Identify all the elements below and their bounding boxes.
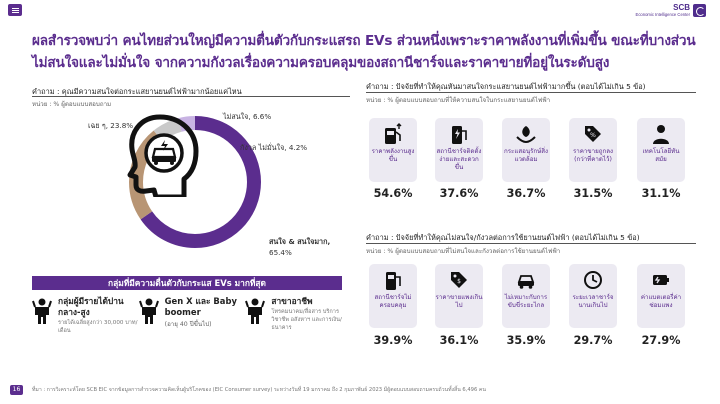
factor-card: ราคาพลังงานสูงขึ้น [369,118,417,182]
right-top-unit: หน่วย : % ผู้ตอบแบบสอบถามที่ให้ความสนใจใ… [366,97,551,104]
label-worried: กังวล ไม่มั่นใจ, 4.2% [240,143,308,152]
group-desc: โทรคมนาคม/สื่อสาร บริการวิชาชีพ อสังหาฯ … [271,309,342,331]
charging-station-icon [452,126,467,144]
concern-value: 39.9% [373,334,413,347]
car-road-icon [517,275,535,289]
right-bottom-question: คำถาม : ปัจจัยที่ทำให้คุณไม่สนใจ/กังวลต่… [366,233,640,242]
svg-text:%: % [590,132,596,139]
factor-card: กระแสอนุรักษ์สิ่งแวดล้อม [502,118,550,182]
factor-value: 31.1% [641,187,681,200]
battery-repair-icon [653,275,669,285]
concern-label: ค่าแบตเตอรี่ค่าซ่อมแพง [640,294,682,309]
left-unit: หน่วย : % ผู้ตอบแบบสอบถาม [32,101,112,108]
person-icon [32,298,52,324]
menu-button[interactable] [8,4,22,16]
head-ev-car-icon [127,114,199,197]
logo-subtitle: Economic Intelligence Center [635,12,690,17]
right-bottom-unit: หน่วย : % ผู้ตอบแบบสอบถามที่ไม่สนใจและกั… [366,248,561,255]
concern-label: สถานีชาร์จไม่ครอบคลุม [374,294,412,309]
scb-logo-mark-icon [693,4,706,17]
group-title: สาขาอาชีพ [271,296,313,306]
page-headline: ผลสำรวจพบว่า คนไทยส่วนใหญ่มีความตื่นตัวก… [32,33,696,71]
factor-card: เทคโนโลยีทันสมัย [637,118,685,182]
concern-value: 36.1% [439,334,479,347]
price-tag-down-icon: % [585,126,601,142]
right-bottom-divider [366,243,696,244]
left-divider [32,96,350,97]
factor-label: สถานีชาร์จติดตั้งง่ายและสะดวกขึ้น [436,148,482,171]
concern-value: 29.7% [573,334,613,347]
concern-label: ระยะเวลาชาร์จนานเกินไป [572,294,614,309]
interest-donut-chart [126,113,264,251]
concern-card: $ ราคาขายแพงเกินไป [435,264,483,328]
donut-slice-3 [129,116,261,248]
page-number: 16 [10,385,23,395]
factor-value: 36.7% [506,187,546,200]
right-top-divider [366,92,696,93]
label-interested: สนใจ & สนใจมาก, 65.4% [269,237,330,257]
label-not-interested: ไม่สนใจ, 6.6% [223,112,272,121]
group-desc: รายได้เฉลี่ยสูงกว่า 30,000 บาท/เดือน [58,320,138,334]
factor-value: 54.6% [373,187,413,200]
price-tag-high-icon: $ [451,272,467,288]
factor-label: กระแสอนุรักษ์สิ่งแวดล้อม [503,148,549,163]
label-interested-value: 65.4% [269,248,292,257]
factor-value: 31.5% [573,187,613,200]
concern-value: 27.9% [641,334,681,347]
concern-card: สถานีชาร์จไม่ครอบคลุม [369,264,417,328]
groups-list: กลุ่มผู้มีรายได้ปานกลาง-สูง รายได้เฉลี่ย… [32,296,352,335]
svg-text:$: $ [457,278,461,285]
label-interested-name: สนใจ & สนใจมาก, [269,237,331,246]
charge-clock-icon [584,271,602,289]
person-icon [245,298,266,324]
factor-card: สถานีชาร์จติดตั้งง่ายและสะดวกขึ้น [435,118,483,182]
concern-card: ค่าแบตเตอรี่ค่าซ่อมแพง [637,264,685,328]
hamburger-icon [11,9,19,11]
source-note: ที่มา : การวิเคราะห์โดย SCB EIC จากข้อมู… [32,387,486,393]
label-neutral: เฉย ๆ, 23.8% [88,121,134,130]
concern-label: ไม่เหมาะกับการขับขี่ระยะไกล [504,294,548,309]
group-income: กลุ่มผู้มีรายได้ปานกลาง-สูง รายได้เฉลี่ย… [32,296,139,335]
factor-label: ราคาขายถูกลง (กว่าที่คาดไว้) [572,148,614,163]
group-sub: (อายุ 40 ปีขึ้นไป) [164,321,212,328]
concern-card: ไม่เหมาะกับการขับขี่ระยะไกล [502,264,550,328]
factor-card: % ราคาขายถูกลง (กว่าที่คาดไว้) [569,118,617,182]
person-icon [138,298,159,324]
fuel-pump-up-icon [385,123,402,144]
left-question: คำถาม : คุณมีความสนใจต่อกระแสยานยนต์ไฟฟ้… [32,87,242,96]
factor-label: เทคโนโลยีทันสมัย [642,148,680,163]
group-title: Gen X และ Baby boomer [164,296,237,317]
scb-eic-logo: SCB Economic Intelligence Center [636,4,706,17]
factor-value: 37.6% [439,187,479,200]
concern-label: ราคาขายแพงเกินไป [435,294,483,309]
factor-label: ราคาพลังงานสูงขึ้น [371,148,415,163]
charger-warning-icon [386,272,401,290]
most-active-groups-banner: กลุ่มที่มีความตื่นตัวกับกระแส EVs มากที่… [32,276,342,290]
concern-card: ระยะเวลาชาร์จนานเกินไป [569,264,617,328]
group-age: Gen X และ Baby boomer (อายุ 40 ปีขึ้นไป) [138,296,246,335]
tech-user-icon [653,125,669,144]
eco-leaf-hands-icon [516,126,536,144]
group-title: กลุ่มผู้มีรายได้ปานกลาง-สูง [58,296,124,317]
logo-name: SCB [673,3,690,12]
concern-value: 35.9% [506,334,546,347]
group-occupation: สาขาอาชีพ โทรคมนาคม/สื่อสาร บริการวิชาชี… [245,296,352,335]
right-top-question: คำถาม : ปัจจัยที่ทำให้คุณหันมาสนใจกระแสย… [366,82,646,91]
